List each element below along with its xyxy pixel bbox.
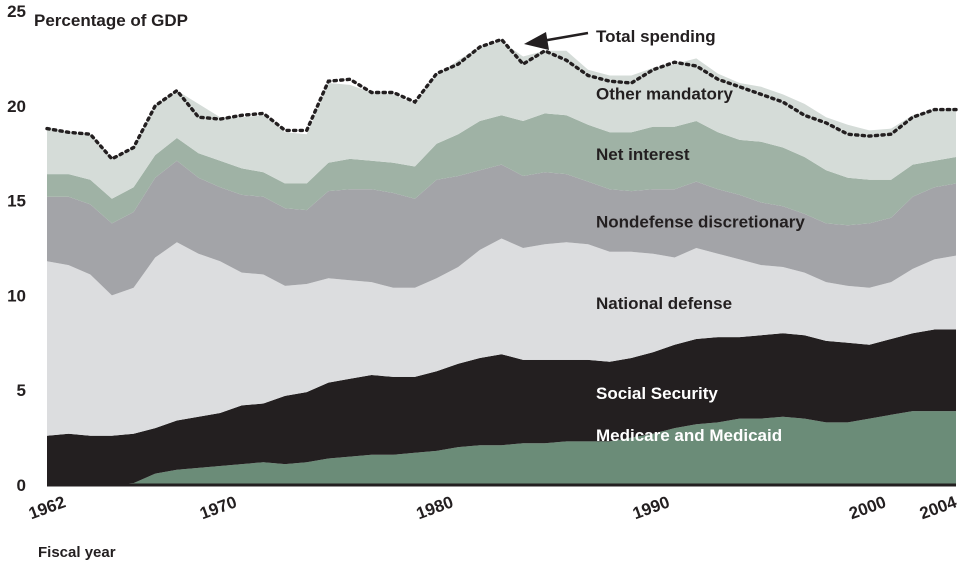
- area-social-security: [47, 329, 956, 485]
- x-tick-1970: 1970: [197, 492, 239, 523]
- y-tick-5: 5: [17, 381, 26, 400]
- total-spending-annotation: Total spending: [524, 27, 716, 50]
- area-medicare-and-medicaid: [47, 411, 956, 485]
- total-spending-label: Total spending: [596, 27, 716, 46]
- y-tick-10: 10: [7, 286, 26, 305]
- annotation-arrowhead: [524, 32, 549, 50]
- label-other-mandatory: Other mandatory: [596, 85, 734, 104]
- area-national-defense: [47, 238, 956, 436]
- label-social-security: Social Security: [596, 384, 718, 403]
- y-tick-20: 20: [7, 97, 26, 116]
- x-tick-1990: 1990: [630, 492, 672, 523]
- label-medicare-and-medicaid: Medicare and Medicaid: [596, 426, 782, 445]
- stacked-areas: [47, 41, 956, 485]
- x-tick-2000: 2000: [846, 492, 888, 523]
- x-tick-1962: 1962: [26, 492, 68, 523]
- y-axis-title: Percentage of GDP: [34, 11, 188, 30]
- y-tick-0: 0: [17, 476, 26, 495]
- label-net-interest: Net interest: [596, 145, 690, 164]
- x-axis-title: Fiscal year: [38, 544, 116, 561]
- x-tick-labels: 1962 1970 1980 1990 2000 2004: [26, 492, 960, 523]
- y-tick-labels: 0 5 10 15 20 25: [7, 2, 26, 495]
- annotation-arrow-shaft: [541, 31, 589, 43]
- label-nondefense-discretionary: Nondefense discretionary: [596, 213, 805, 232]
- area-net-interest: [47, 113, 956, 226]
- y-tick-25: 25: [7, 2, 26, 21]
- label-national-defense: National defense: [596, 294, 732, 313]
- x-tick-2004: 2004: [917, 492, 960, 523]
- area-nondefense-discretionary: [47, 160, 956, 296]
- total-spending-line: [45, 37, 958, 162]
- y-tick-15: 15: [7, 192, 26, 211]
- x-tick-1980: 1980: [414, 492, 456, 523]
- series-labels: Medicare and Medicaid Social Security Nati…: [596, 85, 805, 445]
- area-other-mandatory: [47, 41, 956, 199]
